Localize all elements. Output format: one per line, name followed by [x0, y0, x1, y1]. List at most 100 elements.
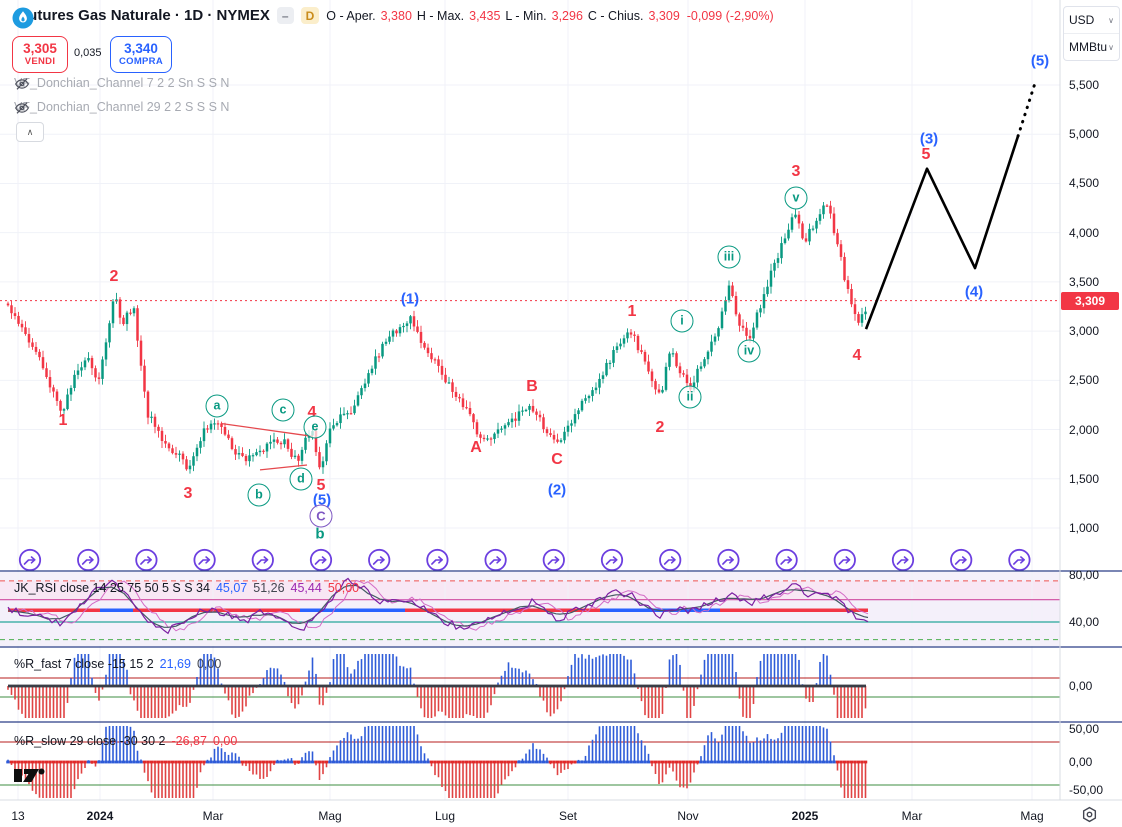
interval-badge[interactable]: D	[300, 7, 320, 24]
event-marker-arrow-icon[interactable]	[891, 548, 915, 572]
time-axis-tick[interactable]: 2025	[791, 809, 819, 823]
currency-dropdown[interactable]: USD ∨	[1064, 7, 1119, 33]
time-axis-tick[interactable]: Lug	[434, 809, 456, 823]
event-marker-arrow-icon[interactable]	[251, 548, 274, 572]
elliott-wave-label[interactable]: (5)	[312, 491, 332, 509]
elliott-projection-dotted[interactable]	[1016, 78, 1038, 138]
rsi-main-line	[7, 577, 869, 635]
elliott-wave-label[interactable]: 2	[655, 419, 665, 436]
price-axis-tick[interactable]: 3,500	[1069, 274, 1100, 289]
elliott-wave-label[interactable]: C	[551, 451, 563, 468]
event-marker-arrow-icon[interactable]	[600, 548, 624, 572]
elliott-wave-label[interactable]: e	[303, 415, 327, 439]
price-axis-tick[interactable]: 5,500	[1069, 78, 1100, 92]
time-axis-tick[interactable]: Mag	[318, 809, 342, 823]
elliott-wave-label[interactable]: d	[289, 467, 313, 491]
elliott-wave-label[interactable]: (4)	[964, 283, 984, 301]
elliott-wave-label[interactable]: iv	[737, 339, 761, 363]
collapse-indicators-button[interactable]: ∧	[16, 122, 44, 142]
elliott-wave-label[interactable]: iii	[717, 245, 741, 269]
event-marker-arrow-icon[interactable]	[775, 548, 798, 572]
elliott-wave-label[interactable]: (5)	[1030, 52, 1050, 70]
event-marker-arrow-icon[interactable]	[368, 548, 391, 572]
unpin-badge[interactable]: –	[276, 7, 294, 24]
trendline-drawing[interactable]	[259, 464, 308, 471]
rsi-axis-tick[interactable]: 40,00	[1069, 615, 1100, 629]
elliott-wave-label[interactable]: b	[247, 483, 271, 507]
event-marker-arrow-icon[interactable]	[1008, 548, 1031, 572]
event-marker-arrow-icon[interactable]	[193, 548, 216, 572]
indicator-value: 45,44	[290, 581, 322, 595]
event-marker-arrow-icon[interactable]	[717, 548, 740, 572]
price-axis-tick[interactable]: 4,500	[1069, 176, 1100, 191]
elliott-wave-label[interactable]: 2	[109, 268, 119, 285]
rsi-pane-title[interactable]: JK_RSI close 14 25 75 50 5 S S 34 45,07 5…	[14, 581, 365, 595]
event-marker-arrow-icon[interactable]	[135, 548, 158, 572]
elliott-wave-label[interactable]: B	[526, 378, 538, 395]
price-axis-tick[interactable]: 2,500	[1069, 373, 1100, 388]
event-marker-arrow-icon[interactable]	[77, 548, 100, 572]
elliott-wave-label[interactable]: (1)	[400, 290, 420, 308]
time-axis-tick[interactable]: Mar	[901, 809, 923, 823]
symbol-title[interactable]: Futures Gas Naturale · 1D · NYMEX	[19, 7, 270, 24]
time-axis-tick[interactable]: Mar	[202, 809, 224, 823]
time-axis-tick[interactable]: Nov	[677, 809, 699, 823]
event-marker-arrow-icon[interactable]	[542, 548, 565, 572]
event-marker-arrow-icon[interactable]	[950, 548, 973, 572]
time-axis-tick[interactable]: 2024	[86, 809, 114, 823]
elliott-wave-label[interactable]: 1	[627, 303, 637, 320]
elliott-wave-label[interactable]: 4	[852, 347, 862, 364]
rfast-axis-tick[interactable]: 0,00	[1069, 679, 1093, 693]
rslow-axis-tick[interactable]: 50,00	[1069, 722, 1100, 736]
event-marker-arrow-icon[interactable]	[484, 548, 507, 572]
indicator-value: -26,87	[171, 734, 207, 748]
price-axis-tick[interactable]: 4,000	[1069, 225, 1100, 240]
sell-button[interactable]: 3,305 VENDI	[12, 36, 68, 73]
time-axis-tick[interactable]: 13	[11, 809, 25, 823]
event-marker-arrow-icon[interactable]	[426, 548, 449, 572]
event-marker-arrow-icon[interactable]	[659, 548, 682, 572]
event-marker-arrow-icon[interactable]	[18, 548, 42, 572]
indicator-donchian-29[interactable]: VF_Donchian_Channel 29 2 2 S S S N	[14, 100, 235, 114]
indicator-donchian-7[interactable]: VF_Donchian_Channel 7 2 2 Sn S S N	[14, 76, 235, 90]
time-axis-tick[interactable]: Mag	[1020, 809, 1044, 823]
price-axis-tick[interactable]: 2,000	[1069, 422, 1100, 437]
event-marker-arrow-icon[interactable]	[309, 548, 333, 572]
elliott-wave-label[interactable]: a	[205, 394, 229, 418]
elliott-wave-label[interactable]: (2)	[547, 481, 567, 499]
ohlc-label: L - Min.	[505, 8, 547, 23]
elliott-wave-label[interactable]: 3	[183, 485, 193, 502]
elliott-wave-label[interactable]: c	[271, 398, 295, 422]
price-axis-tick[interactable]: 1,500	[1069, 471, 1100, 486]
elliott-projection-line[interactable]	[864, 135, 1020, 330]
price-axis-tick[interactable]: 3,000	[1069, 324, 1100, 339]
elliott-wave-label[interactable]: ii	[678, 385, 702, 409]
elliott-wave-label[interactable]: A	[470, 439, 482, 456]
elliott-wave-label[interactable]: b	[315, 525, 325, 543]
event-marker-arrow-icon[interactable]	[833, 548, 856, 572]
trendline-drawing[interactable]	[221, 422, 314, 438]
price-axis-tick[interactable]: 1,000	[1069, 520, 1100, 535]
rsi-values: 45,07 51,26 45,44 50,00	[216, 581, 365, 595]
elliott-wave-label[interactable]: v	[784, 186, 808, 210]
time-axis-tick[interactable]: Set	[558, 809, 578, 823]
elliott-wave-label[interactable]: 3	[791, 163, 801, 180]
elliott-wave-label[interactable]: (3)	[919, 130, 939, 148]
price-axis-tick[interactable]: 5,000	[1069, 127, 1100, 142]
rslow-pane-title[interactable]: %R_slow 29 close -30 30 2 -26,87 0,00	[14, 734, 243, 748]
rsi-axis-tick[interactable]: 80,00	[1069, 568, 1100, 582]
rslow-axis-tick[interactable]: 0,00	[1069, 755, 1093, 769]
elliott-wave-label[interactable]: 5	[921, 146, 931, 163]
elliott-wave-label[interactable]: i	[670, 309, 694, 333]
elliott-wave-label[interactable]: 5	[316, 477, 326, 494]
ohlc-label: C - Chius.	[587, 8, 644, 23]
elliott-wave-label[interactable]: C	[309, 504, 333, 528]
elliott-wave-label[interactable]: 4	[307, 404, 317, 421]
rslow-axis-tick[interactable]: -50,00	[1069, 783, 1104, 797]
elliott-wave-label[interactable]: 1	[58, 412, 68, 429]
indicator-value: 0,00	[196, 657, 222, 671]
rfast-pane-title[interactable]: %R_fast 7 close -15 15 2 21,69 0,00	[14, 657, 227, 671]
unit-dropdown[interactable]: MMBtu ∨	[1064, 33, 1119, 60]
buy-button[interactable]: 3,340 COMPRA	[110, 36, 172, 73]
